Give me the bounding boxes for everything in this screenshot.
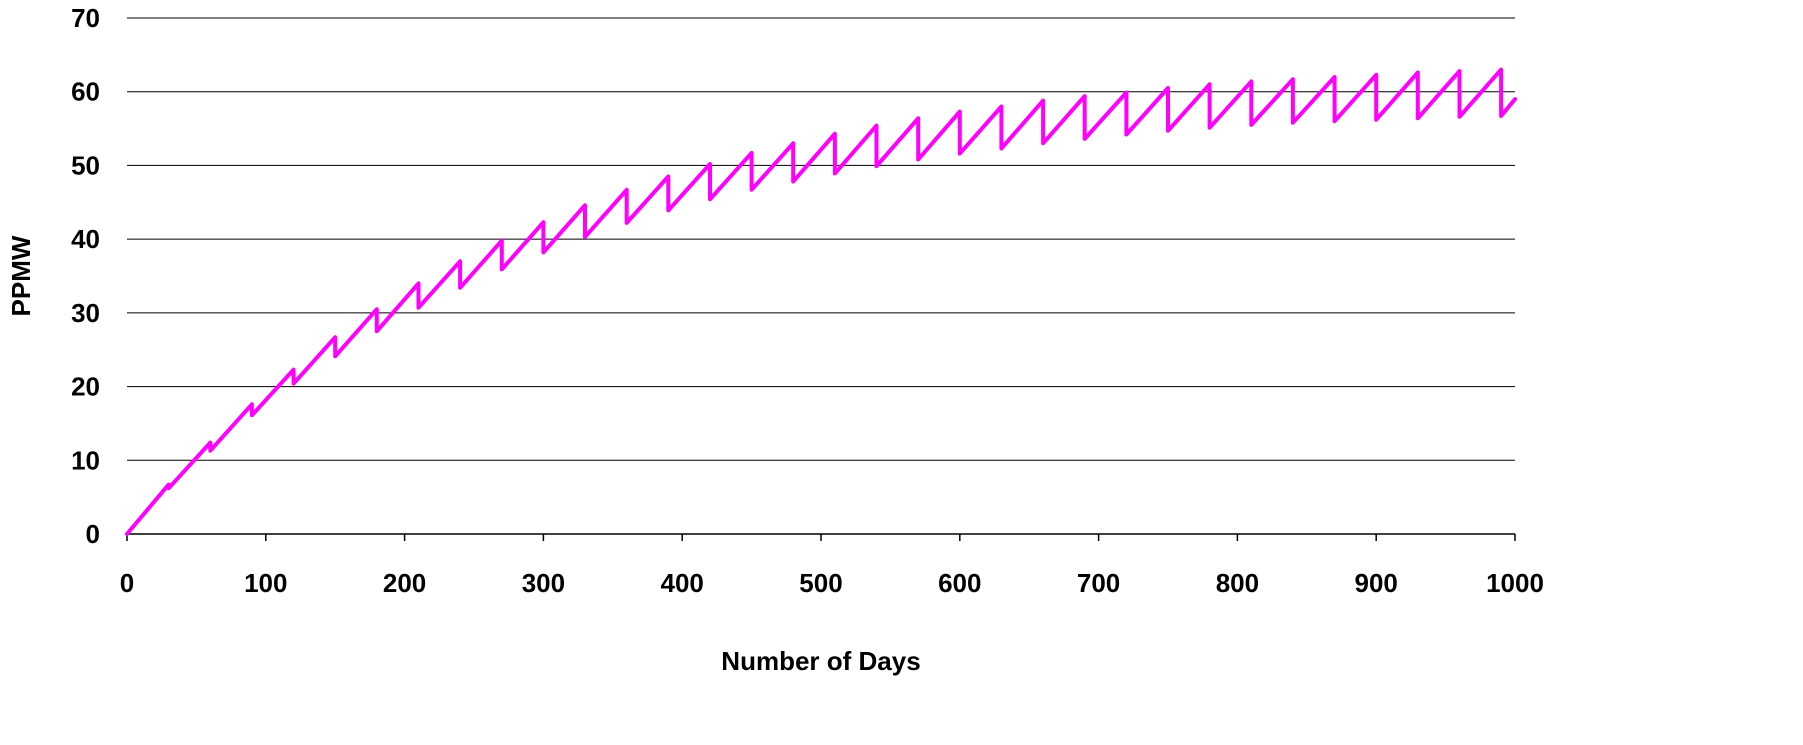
y-tick-label: 0 xyxy=(86,519,100,549)
x-tick-label: 600 xyxy=(938,568,981,598)
y-axis-ticks: 0 10 20 30 40 50 60 70 xyxy=(71,3,100,549)
y-tick-label: 20 xyxy=(71,372,100,402)
y-tick-label: 70 xyxy=(71,3,100,33)
x-axis-ticks: 0 100 200 300 400 500 600 700 800 900 1000 xyxy=(120,534,1544,598)
y-tick-label: 30 xyxy=(71,298,100,328)
x-tick-label: 300 xyxy=(522,568,565,598)
y-tick-label: 50 xyxy=(71,150,100,180)
y-tick-label: 40 xyxy=(71,224,100,254)
x-tick-label: 0 xyxy=(120,568,134,598)
y-tick-label: 10 xyxy=(71,445,100,475)
x-axis-title: Number of Days xyxy=(721,646,920,676)
x-tick-label: 800 xyxy=(1216,568,1259,598)
x-tick-label: 700 xyxy=(1077,568,1120,598)
x-tick-label: 400 xyxy=(661,568,704,598)
gridlines xyxy=(127,17,1515,461)
x-tick-label: 200 xyxy=(383,568,426,598)
y-tick-label: 60 xyxy=(71,77,100,107)
y-axis-title: PPMW xyxy=(6,235,36,316)
x-tick-label: 900 xyxy=(1355,568,1398,598)
x-tick-label: 500 xyxy=(799,568,842,598)
x-tick-label: 100 xyxy=(244,568,287,598)
x-tick-label: 1000 xyxy=(1486,568,1544,598)
series-line xyxy=(125,67,1517,536)
series-layer xyxy=(125,67,1517,536)
